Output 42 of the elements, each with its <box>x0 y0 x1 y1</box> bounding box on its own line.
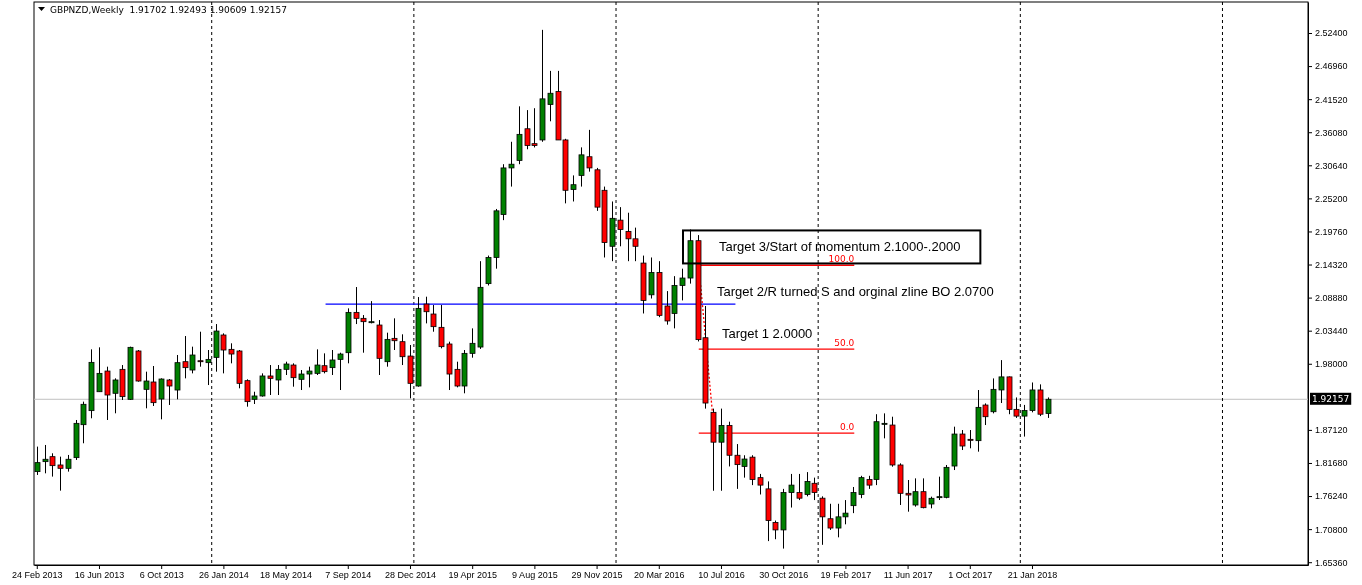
x-tick-label: 10 Jul 2016 <box>698 570 745 581</box>
y-tick-label: 1.87120 <box>1315 425 1348 436</box>
x-tick-label: 19 Feb 2017 <box>820 570 872 581</box>
x-tick-label: 29 Nov 2015 <box>571 570 623 581</box>
y-tick-label: 2.46960 <box>1315 61 1348 72</box>
x-tick-label: 24 Feb 2013 <box>12 570 63 581</box>
x-tick-label: 19 Apr 2015 <box>448 570 497 581</box>
y-tick-label: 2.41520 <box>1315 94 1348 105</box>
y-tick-label: 2.19760 <box>1315 226 1348 237</box>
x-tick-label: 9 Aug 2015 <box>512 570 558 581</box>
y-tick-label: 1.98000 <box>1315 359 1348 370</box>
chart-title: GBPNZD,Weekly 1.91702 1.92493 1.90609 1.92157 <box>50 4 287 15</box>
y-tick-label: 2.36080 <box>1315 127 1348 138</box>
series-label: 0.0 <box>839 422 855 433</box>
y-tick-label: 2.03440 <box>1315 326 1348 337</box>
x-tick-label: 16 Jun 2013 <box>74 570 125 581</box>
y-tick-label: 2.14320 <box>1315 259 1348 270</box>
y-tick-label: 2.30640 <box>1315 160 1348 171</box>
ref-line-label: 1.92157 <box>1312 393 1350 404</box>
y-tick-label: 1.65360 <box>1315 557 1348 568</box>
x-tick-label: 6 Oct 2013 <box>139 570 184 581</box>
x-tick-label: 7 Sep 2014 <box>325 570 372 581</box>
y-tick-label: 2.52400 <box>1315 28 1348 39</box>
annotation: Target 3/Start of momentum 2.1000-.2000 <box>719 239 961 255</box>
y-tick-label: 2.25200 <box>1315 193 1348 204</box>
x-tick-label: 20 Mar 2016 <box>634 570 685 581</box>
x-tick-label: 1 Oct 2017 <box>948 570 993 581</box>
x-tick-label: 26 Jan 2014 <box>199 570 249 581</box>
x-tick-label: 18 May 2014 <box>260 570 313 581</box>
annotation: Target 2/R turned S and orginal zline BO 2.0700 <box>717 284 994 300</box>
annotation: Target 1 2.0000 <box>722 326 813 342</box>
series-label: 50.0 <box>834 338 855 349</box>
y-tick-label: 2.08880 <box>1315 292 1348 303</box>
series-label: 100.0 <box>828 254 855 265</box>
x-tick-label: 30 Oct 2016 <box>759 570 809 581</box>
x-tick-label: 28 Dec 2014 <box>384 570 436 581</box>
y-tick-label: 1.81680 <box>1315 458 1348 469</box>
x-tick-label: 21 Jan 2018 <box>1007 570 1058 581</box>
y-tick-label: 1.76240 <box>1315 491 1348 502</box>
x-tick-label: 11 Jun 2017 <box>883 570 933 581</box>
candlestick <box>430 304 437 333</box>
y-tick-label: 1.70800 <box>1315 524 1348 535</box>
